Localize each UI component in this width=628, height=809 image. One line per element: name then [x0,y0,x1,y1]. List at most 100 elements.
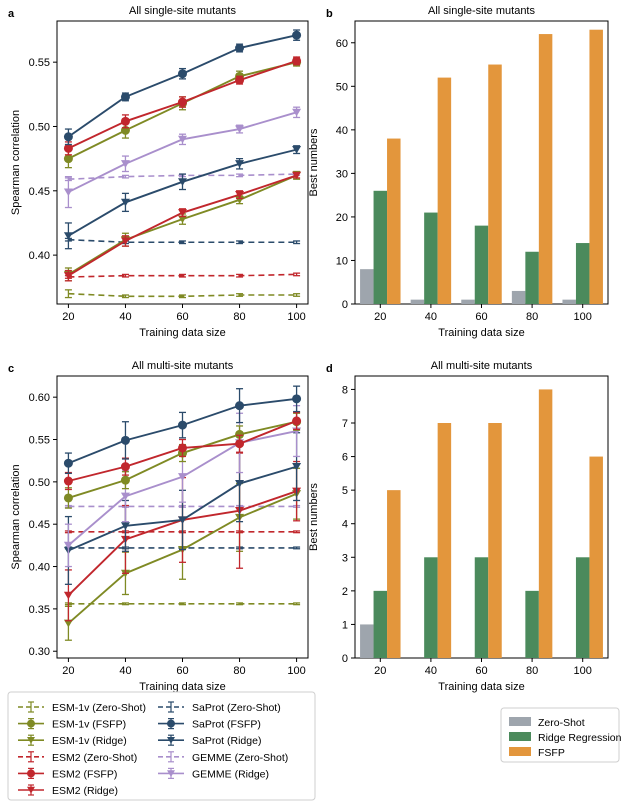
y-tick-label: 50 [336,81,348,93]
data-point [292,463,302,471]
legend-entry-esm-1v-ridge: ESM-1v (Ridge) [18,734,127,747]
x-tick-label: 40 [425,665,437,677]
bar-ridge-regression [373,590,388,658]
y-tick-label: 10 [336,255,348,267]
bar-fsfp [538,34,553,305]
bar-ridge-regression [424,212,438,304]
y-tick-label: 1 [342,619,348,631]
y-tick-label: 0.40 [29,562,50,574]
y-tick-label: 0 [342,653,348,665]
data-point [178,178,187,186]
legend-marker [27,769,35,778]
data-point [235,479,245,488]
x-tick-label: 80 [526,311,538,323]
data-point [235,439,245,449]
x-tick-label: 20 [62,311,74,323]
y-tick-label: 5 [342,485,348,497]
data-point [120,435,130,445]
x-tick-label: 40 [119,311,131,323]
data-point [178,516,187,525]
bar-fsfp [387,138,401,304]
legend-entry-saprot-fsfp: SaProt (FSFP) [158,717,261,731]
data-point [235,125,245,134]
x-tick-label: 100 [574,665,592,677]
data-point [63,476,73,486]
panel-label: b [326,8,333,20]
bar-ridge-regression [575,557,590,658]
bar-ridge-regression [373,190,388,304]
panel-label: a [8,8,15,20]
legend-marker [167,770,175,777]
legend-entry-zero-shot: Zero-Shot [509,717,585,729]
axes-frame [56,20,309,305]
legend-entry-esm2-zero-shot: ESM2 (Zero-Shot) [18,751,137,764]
data-point [120,462,130,472]
legend-label: Ridge Regression [538,732,622,744]
data-point [292,56,302,66]
data-point [178,69,187,79]
y-tick-label: 40 [336,125,348,137]
legend-swatch [509,747,531,756]
legend-label: ESM2 (Zero-Shot) [52,752,137,764]
bar-zero-shot [360,624,374,658]
legend-entry-esm2-fsfp: ESM2 (FSFP) [18,767,117,780]
data-point [292,394,302,404]
data-point [120,475,130,485]
bar-ridge-regression [575,243,590,304]
bar-fsfp [488,423,502,658]
x-tick-label: 60 [475,311,487,323]
legend-entry-esm-1v-zero-shot: ESM-1v (Zero-Shot) [18,701,146,714]
legend-marker [27,737,35,744]
series-saprot-zero-shot [64,237,301,245]
y-tick-label: 30 [336,168,348,180]
y-axis-label: Best numbers [308,483,320,551]
legend-label: ESM-1v (Zero-Shot) [52,702,146,714]
x-tick-label: 100 [574,311,592,323]
x-axis-label: Training data size [139,681,225,693]
bar-ridge-regression [525,590,539,658]
legend-label: GEMME (Ridge) [192,768,269,780]
data-point [178,215,187,224]
x-tick-label: 20 [374,311,386,323]
bar-fsfp [589,29,603,304]
data-point [63,272,73,280]
legend-label: SaProt (Zero-Shot) [192,702,281,714]
legend-label: SaProt (FSFP) [192,719,261,731]
y-tick-label: 0 [342,299,348,311]
y-tick-label: 2 [342,586,348,598]
chart-title: All multi-site mutants [431,360,533,372]
panel-b-bar-chart: All single-site mutants b Training data si… [308,5,609,339]
data-point [178,443,187,453]
data-point [63,232,73,240]
series-esm2-fsfp [63,56,302,156]
series-saprot-ridge [63,145,302,250]
x-tick-label: 60 [176,311,188,323]
data-point [178,209,187,217]
bar-fsfp [488,64,502,305]
y-axis-label: Spearman correlation [10,110,22,215]
bar-fsfp [437,77,452,304]
x-tick-label: 20 [374,665,386,677]
bar-zero-shot [511,290,526,304]
legend-marker [27,719,35,728]
legend-entry-saprot-ridge: SaProt (Ridge) [158,734,261,747]
legend-label: ESM2 (FSFP) [52,768,117,780]
x-tick-label: 20 [62,665,74,677]
x-tick-label: 60 [176,665,188,677]
data-point [235,160,245,168]
data-point [235,401,245,411]
data-point [120,160,130,168]
panel-d-bar-chart: All multi-site mutants d Training data siz… [308,360,609,693]
legend-marker [167,719,175,728]
chart-title: All single-site mutants [129,5,236,17]
data-point [178,420,187,430]
y-tick-label: 0.45 [29,519,50,531]
x-tick-label: 80 [526,665,538,677]
legend-entry-saprot-zero-shot: SaProt (Zero-Shot) [158,701,281,714]
bar-legend: Zero-Shot Ridge Regression FSFP [500,707,622,763]
bar-ridge-regression [474,557,489,658]
y-tick-label: 4 [342,519,348,531]
bar-fsfp [589,456,603,658]
y-tick-label: 0.50 [29,477,50,489]
